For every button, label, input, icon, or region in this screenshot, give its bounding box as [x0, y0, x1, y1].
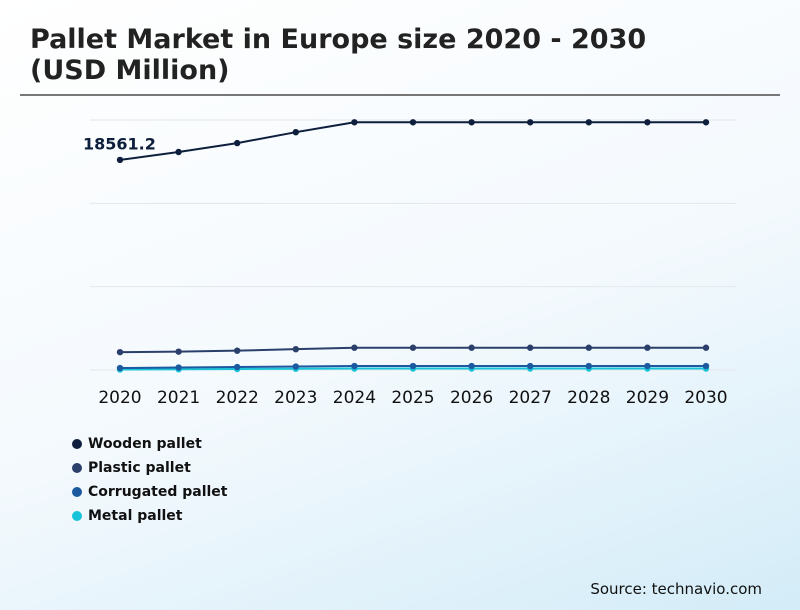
data-point	[351, 362, 358, 370]
data-point	[585, 344, 592, 351]
x-tick-label: 2030	[684, 388, 727, 408]
data-point	[644, 119, 651, 126]
legend-label: Plastic pallet	[88, 460, 191, 476]
data-point	[468, 362, 475, 370]
legend-label: Corrugated pallet	[88, 484, 228, 500]
data-point	[234, 363, 241, 371]
source: Source: technavio.com	[590, 580, 762, 598]
data-point	[175, 348, 182, 355]
data-point	[585, 119, 592, 126]
data-point	[644, 344, 651, 351]
data-point	[527, 344, 534, 351]
legend-label: Metal pallet	[88, 508, 183, 524]
data-point	[175, 364, 182, 371]
data-point	[351, 344, 358, 351]
data-point	[116, 348, 124, 356]
data-point	[644, 362, 651, 370]
legend-marker	[72, 487, 82, 497]
x-tick-label: 2022	[216, 388, 259, 408]
data-point	[702, 362, 710, 370]
data-point	[116, 156, 124, 164]
x-tick-label: 2020	[98, 388, 141, 408]
x-tick-label: 2023	[274, 388, 317, 408]
data-point	[351, 119, 358, 126]
data-point	[292, 345, 299, 353]
data-point	[234, 347, 241, 354]
x-tick-label: 2026	[450, 388, 493, 408]
legend-marker	[72, 439, 82, 449]
data-point	[292, 128, 299, 136]
x-tick-label: 2024	[333, 388, 376, 408]
data-label: 18561.2	[83, 134, 156, 153]
data-point	[409, 119, 417, 126]
data-point	[116, 364, 124, 372]
x-tick-label: 2028	[567, 388, 610, 408]
data-point	[175, 148, 182, 156]
x-tick-label: 2021	[157, 388, 200, 408]
chart-title: Pallet Market in Europe size 2020 - 2030…	[30, 24, 647, 86]
data-point	[702, 344, 710, 351]
data-point	[409, 362, 417, 370]
data-point	[468, 344, 475, 351]
data-point	[702, 119, 710, 126]
legend-marker	[72, 463, 82, 473]
data-point	[585, 362, 592, 370]
series-line	[119, 121, 706, 161]
data-point	[527, 119, 534, 126]
data-point	[409, 344, 417, 351]
data-point	[234, 139, 241, 147]
title-rule	[20, 94, 780, 96]
data-point	[292, 363, 299, 370]
data-point	[527, 362, 534, 370]
x-tick-label: 2025	[391, 388, 434, 408]
legend-marker	[72, 511, 82, 521]
x-tick-label: 2029	[626, 388, 669, 408]
legend-label: Wooden pallet	[88, 436, 202, 452]
data-point	[468, 119, 475, 126]
x-tick-label: 2027	[509, 388, 552, 408]
